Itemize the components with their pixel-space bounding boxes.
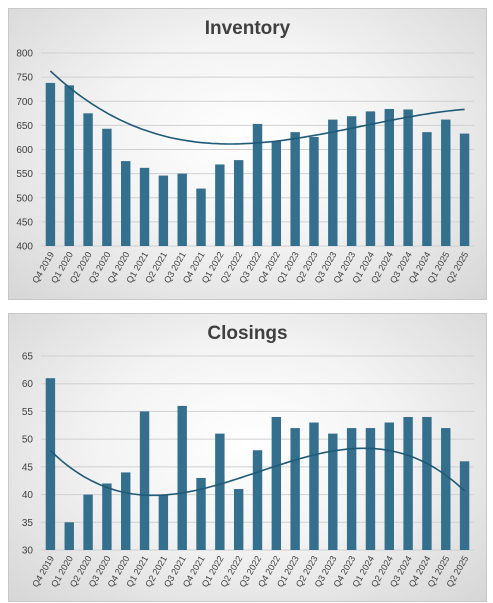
y-tick-label: 65 [22,352,34,363]
trendline [49,447,466,497]
inventory-chart-panel: Inventory 400 450 500 550 600 650 700 750 800 Q4 … [8,8,487,300]
bar [422,132,432,246]
bar [271,416,282,550]
trendline [49,70,465,145]
bar [365,111,376,246]
y-tick-label: 500 [16,193,33,204]
y-tick-label: 400 [16,242,33,253]
bar [215,433,225,550]
bar [328,433,338,550]
y-tick-label: 45 [22,462,34,473]
bar [177,173,187,246]
y-tick-label: 40 [22,490,34,501]
bar [45,378,56,550]
y-tick-label: 60 [22,379,34,390]
bar [328,119,338,246]
y-tick-label: 55 [22,407,34,418]
bar [64,522,74,550]
bar [196,477,206,550]
bar [102,483,112,550]
chart-title: Inventory [204,18,291,39]
y-tick-label: 50 [22,435,34,446]
bar [309,136,319,246]
bar [459,461,470,550]
y-tick-label: 700 [16,97,33,108]
bar [309,422,319,550]
y-tick-label: 550 [16,169,33,180]
bar [441,119,451,246]
closings-chart-panel: Closings 30 35 40 45 50 55 60 65 Q4 2019 Q1 2020 Q… [8,313,487,602]
bar [233,160,244,246]
bar [290,132,300,246]
y-tick-label: 30 [22,546,34,557]
bar [83,113,93,246]
y-tick-label: 800 [16,49,33,60]
bar [196,188,206,246]
bar [346,428,357,550]
bar [102,128,112,246]
bar [121,161,131,246]
bar [121,472,131,550]
y-tick-label: 35 [22,518,34,529]
bar [290,428,300,550]
bar [441,428,451,550]
bar [384,108,394,246]
bar [384,422,394,550]
bar [233,489,244,550]
bar [177,405,187,550]
bar [252,450,263,550]
bar [422,416,432,550]
bar [64,85,74,246]
bar [139,411,150,550]
bar [271,141,282,246]
y-tick-label: 600 [16,145,33,156]
y-tick-label: 650 [16,121,33,132]
bar [459,133,470,246]
bar [403,416,413,550]
y-tick-label: 450 [16,217,33,228]
y-tick-label: 750 [16,73,33,84]
bar [83,494,93,550]
bar [139,167,150,246]
bar [45,82,56,246]
bar [252,123,263,246]
chart-title: Closings [207,323,288,344]
bar [158,494,169,550]
bar [346,116,357,247]
bar [403,109,413,246]
bar [215,164,225,246]
bar [158,175,169,246]
bar [365,428,376,550]
